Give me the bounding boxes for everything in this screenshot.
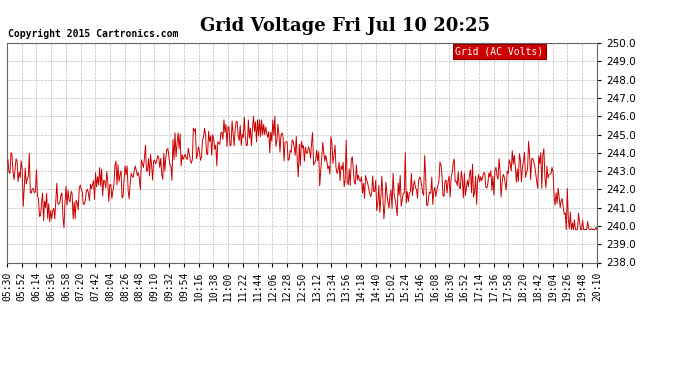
Text: Grid Voltage Fri Jul 10 20:25: Grid Voltage Fri Jul 10 20:25 — [200, 17, 490, 35]
Text: Grid (AC Volts): Grid (AC Volts) — [455, 46, 544, 56]
Text: Copyright 2015 Cartronics.com: Copyright 2015 Cartronics.com — [8, 29, 179, 39]
